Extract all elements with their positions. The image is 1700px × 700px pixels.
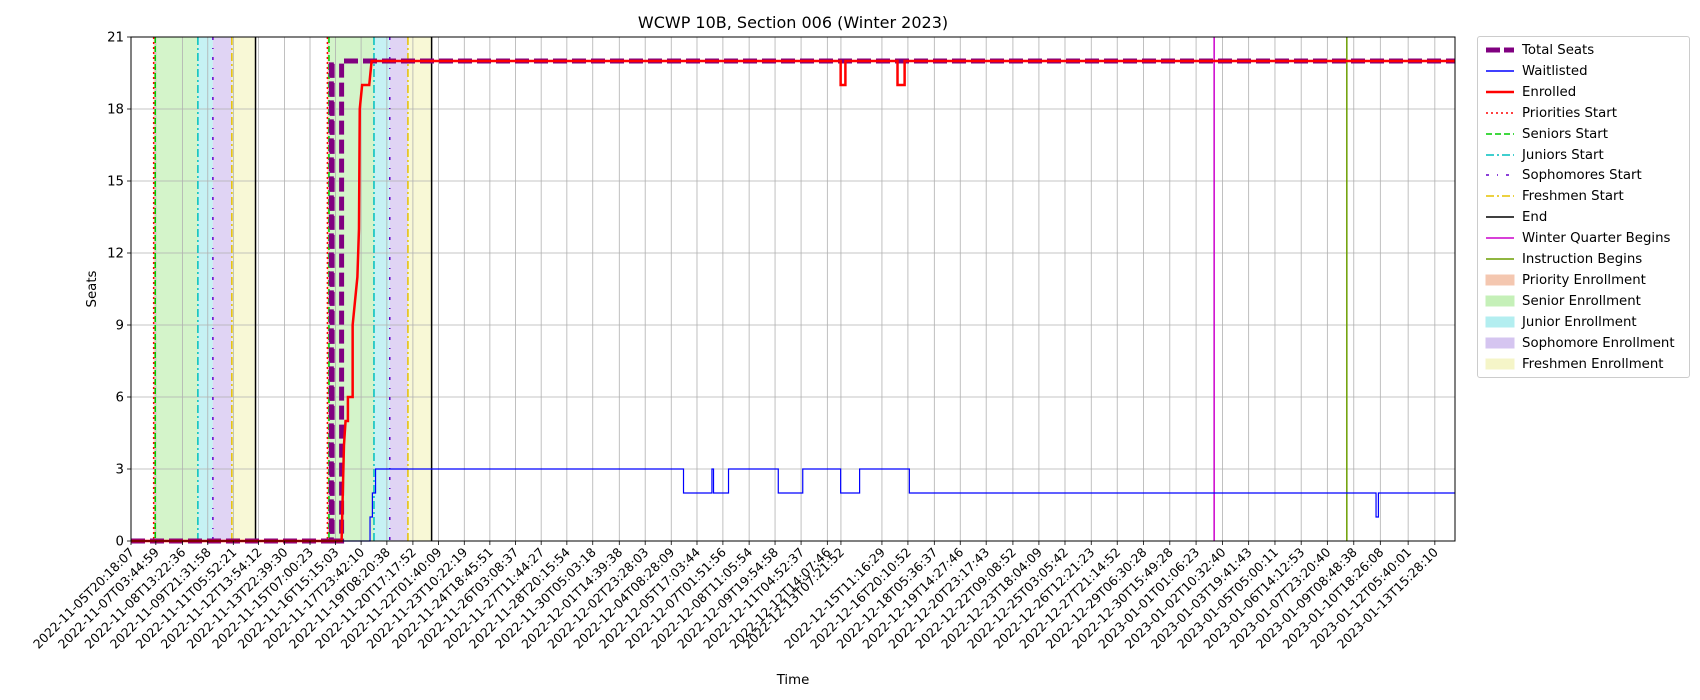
y-tick-label: 12 xyxy=(107,247,124,262)
legend-swatch xyxy=(1486,47,1514,53)
legend-label: Total Seats xyxy=(1522,43,1595,58)
y-tick-label: 6 xyxy=(116,391,124,406)
legend-item: Senior Enrollment xyxy=(1478,292,1689,313)
legend-item: Total Seats xyxy=(1478,41,1689,62)
y-axis-ticks: 0 3 6 9 12 15 18 21 xyxy=(107,31,131,550)
y-tick-label: 9 xyxy=(116,319,124,334)
legend-item: Sophomore Enrollment xyxy=(1478,334,1689,355)
legend-swatch xyxy=(1485,295,1515,307)
legend-swatch xyxy=(1486,111,1514,114)
legend-swatch xyxy=(1485,274,1515,286)
shade-freshmen-enrollment xyxy=(231,37,256,541)
legend-swatch xyxy=(1485,316,1515,328)
legend-swatch xyxy=(1486,70,1514,72)
series-total-seats xyxy=(131,58,1455,544)
legend-item: Juniors Start xyxy=(1478,146,1689,167)
shade-sophomore-enrollment xyxy=(212,37,232,541)
enrollment-periods xyxy=(153,37,432,541)
legend-item: Winter Quarter Begins xyxy=(1478,229,1689,250)
shade-priority-enrollment xyxy=(327,37,329,541)
y-tick-label: 21 xyxy=(107,31,124,46)
shade-junior-enrollment xyxy=(197,37,213,541)
y-axis-label: Seats xyxy=(85,270,100,307)
legend-item: Priority Enrollment xyxy=(1478,271,1689,292)
y-tick-label: 0 xyxy=(116,535,124,550)
legend-swatch xyxy=(1486,237,1514,239)
legend-label: Winter Quarter Begins xyxy=(1522,231,1671,247)
legend-swatch xyxy=(1486,195,1514,198)
series-waitlisted xyxy=(131,468,1455,542)
shade-priority-enrollment xyxy=(153,37,156,541)
legend-label: Juniors Start xyxy=(1522,147,1604,163)
legend-item: Enrolled xyxy=(1478,83,1689,104)
legend-swatch xyxy=(1485,337,1515,349)
x-axis-ticks: 2022-11-05T20:18:072022-11-07T03:44:5920… xyxy=(30,541,1441,652)
shade-junior-enrollment xyxy=(373,37,390,541)
legend-item: Sophomores Start xyxy=(1478,166,1689,187)
legend-label: Priorities Start xyxy=(1522,105,1617,121)
chart-title: WCWP 10B, Section 006 (Winter 2023) xyxy=(638,13,948,32)
legend-item: Priorities Start xyxy=(1478,104,1689,125)
x-axis-label: Time xyxy=(776,673,810,688)
legend-swatch xyxy=(1486,258,1514,260)
legend-label: Senior Enrollment xyxy=(1522,293,1641,309)
legend-swatch xyxy=(1485,358,1515,369)
legend-label: Freshmen Start xyxy=(1522,189,1624,205)
y-tick-label: 18 xyxy=(107,103,124,118)
legend-item: Waitlisted xyxy=(1478,62,1689,83)
shade-senior-enrollment xyxy=(155,37,198,541)
legend-item: Seniors Start xyxy=(1478,125,1689,146)
legend-item: End xyxy=(1478,208,1689,229)
shade-senior-enrollment xyxy=(328,37,374,541)
legend-label: Instruction Begins xyxy=(1522,252,1643,267)
shade-sophomore-enrollment xyxy=(389,37,408,541)
legend-swatch xyxy=(1486,153,1514,156)
legend-item: Junior Enrollment xyxy=(1478,313,1689,334)
legend-swatch xyxy=(1486,216,1514,218)
legend-label: Sophomore Enrollment xyxy=(1522,335,1675,351)
legend-label: Freshmen Enrollment xyxy=(1522,356,1664,372)
legend-label: End xyxy=(1522,210,1548,226)
legend: Total Seats Waitlisted Enrolled Priorities … xyxy=(1477,36,1690,378)
series-lines xyxy=(131,58,1455,544)
legend-swatch xyxy=(1486,90,1514,94)
series-enrolled xyxy=(131,59,1455,543)
legend-label: Seniors Start xyxy=(1522,126,1608,142)
y-tick-label: 3 xyxy=(116,463,124,478)
legend-item: Freshmen Start xyxy=(1478,187,1689,208)
plot-frame xyxy=(130,36,1456,542)
legend-item: Freshmen Enrollment xyxy=(1478,355,1689,376)
legend-label: Enrolled xyxy=(1522,84,1577,100)
legend-label: Priority Enrollment xyxy=(1522,272,1646,288)
y-tick-label: 15 xyxy=(107,175,124,190)
legend-label: Junior Enrollment xyxy=(1522,314,1637,330)
legend-item: Instruction Begins xyxy=(1478,250,1689,271)
legend-swatch xyxy=(1486,132,1514,135)
legend-label: Waitlisted xyxy=(1522,63,1588,79)
event-lines xyxy=(152,37,1348,541)
legend-label: Sophomores Start xyxy=(1522,168,1642,184)
shade-freshmen-enrollment xyxy=(407,37,432,541)
legend-swatch xyxy=(1486,174,1514,177)
